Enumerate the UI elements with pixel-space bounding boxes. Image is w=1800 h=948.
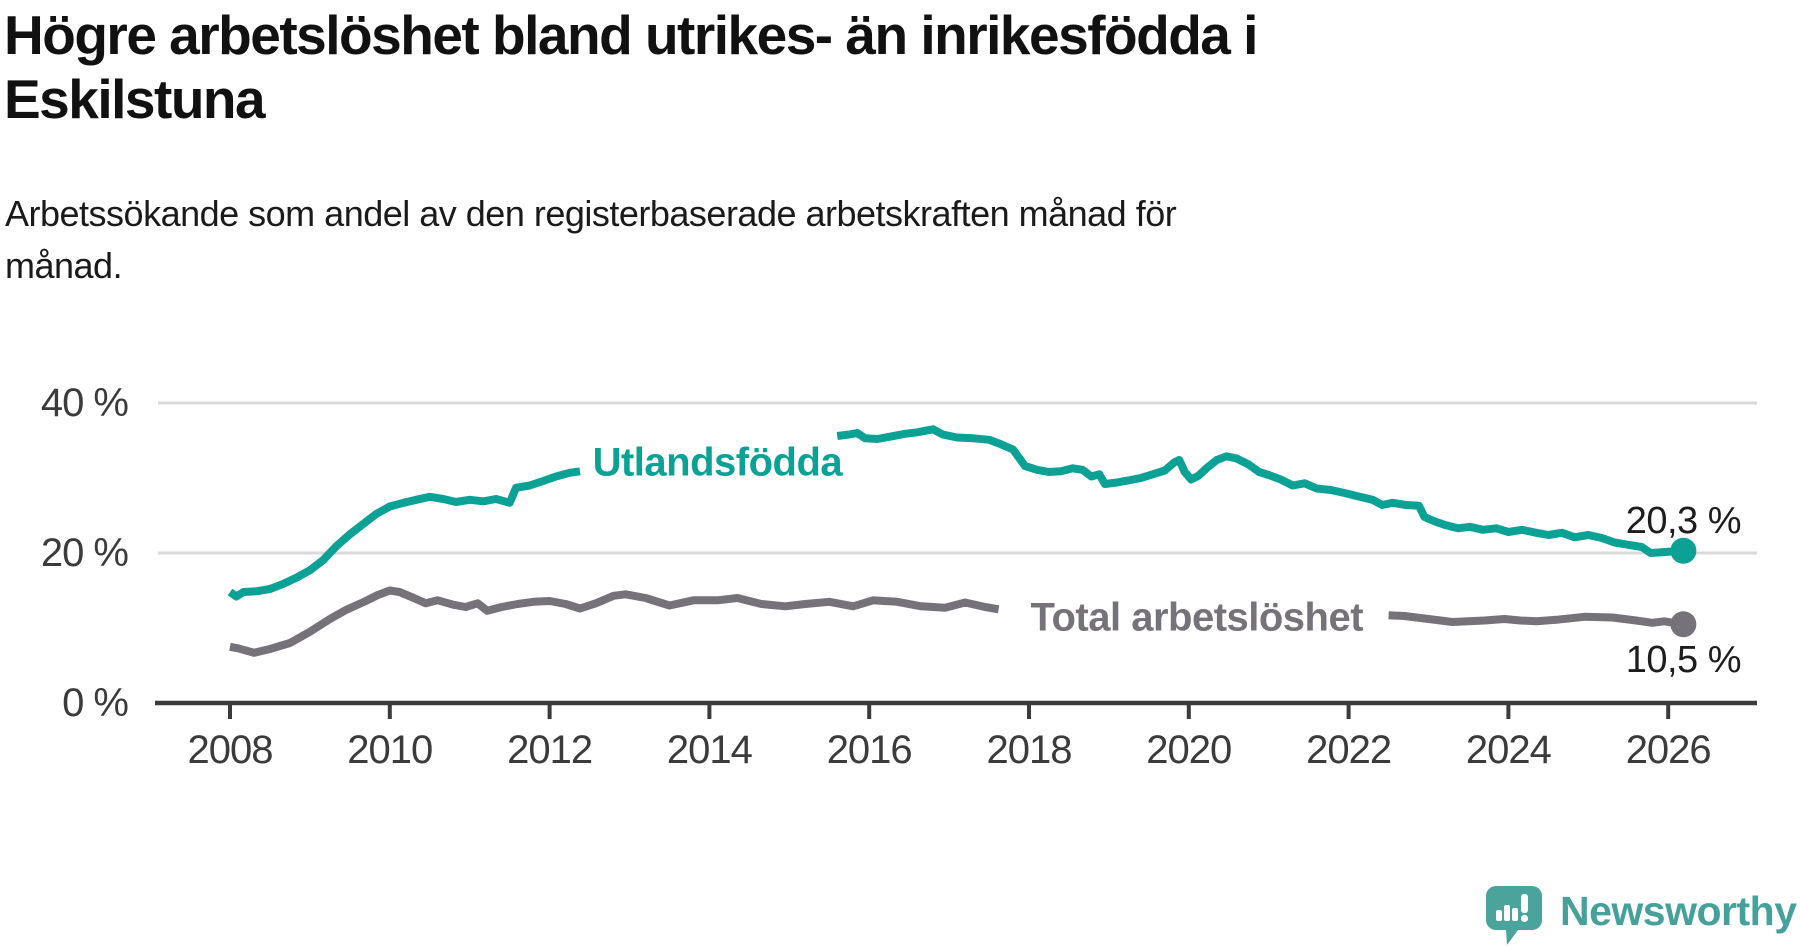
series-label-total: Total arbetslöshet [1030,595,1364,639]
x-tick-label-2020: 2020 [1146,728,1232,772]
series-line-utlandsfodda-seg2 [836,425,1684,557]
newsworthy-logo-text: Newsworthy [1560,888,1797,934]
y-tick-label-40pct: 40 % [40,381,129,425]
x-tick-label-2014: 2014 [666,728,753,772]
newsworthy-logo-icon [1486,886,1542,945]
end-value-label-total: 10,5 % [1625,639,1742,682]
x-tick-label-2026: 2026 [1625,728,1712,772]
x-tick-label-2016: 2016 [826,728,913,772]
x-tick-label-2024: 2024 [1465,728,1552,772]
x-tick-label-2012: 2012 [507,728,593,772]
bar-1 [1496,910,1502,921]
bar-3 [1512,908,1518,921]
x-tick-label-2018: 2018 [986,728,1073,772]
end-value-label-utlandsfodda: 20,3 % [1625,499,1742,542]
x-tick-label-2008: 2008 [187,728,274,772]
newsworthy-logo: Newsworthy [1486,886,1797,946]
series-end-dot-total [1670,611,1697,638]
chart-subtitle: Arbetssökande som andel av den registerb… [5,193,1177,287]
chart-title: Högre arbetslöshet bland utrikes- än inr… [4,4,1258,130]
series-line-total-seg2 [1388,611,1685,629]
exclamation-bar [1521,894,1528,913]
exclamation-dot [1520,914,1529,923]
series-label-utlandsfodda: Utlandsfödda [592,440,843,485]
x-tick-label-2022: 2022 [1306,728,1392,772]
bar-2 [1504,905,1510,921]
y-tick-label-20pct: 20 % [40,531,129,575]
series-line-total-seg1 [229,586,1000,657]
x-tick-label-2010: 2010 [347,728,433,772]
y-tick-label-0pct: 0 % [62,681,129,725]
series-line-utlandsfodda-seg1 [227,467,581,601]
series-end-dot-utlandsfodda [1670,537,1697,564]
